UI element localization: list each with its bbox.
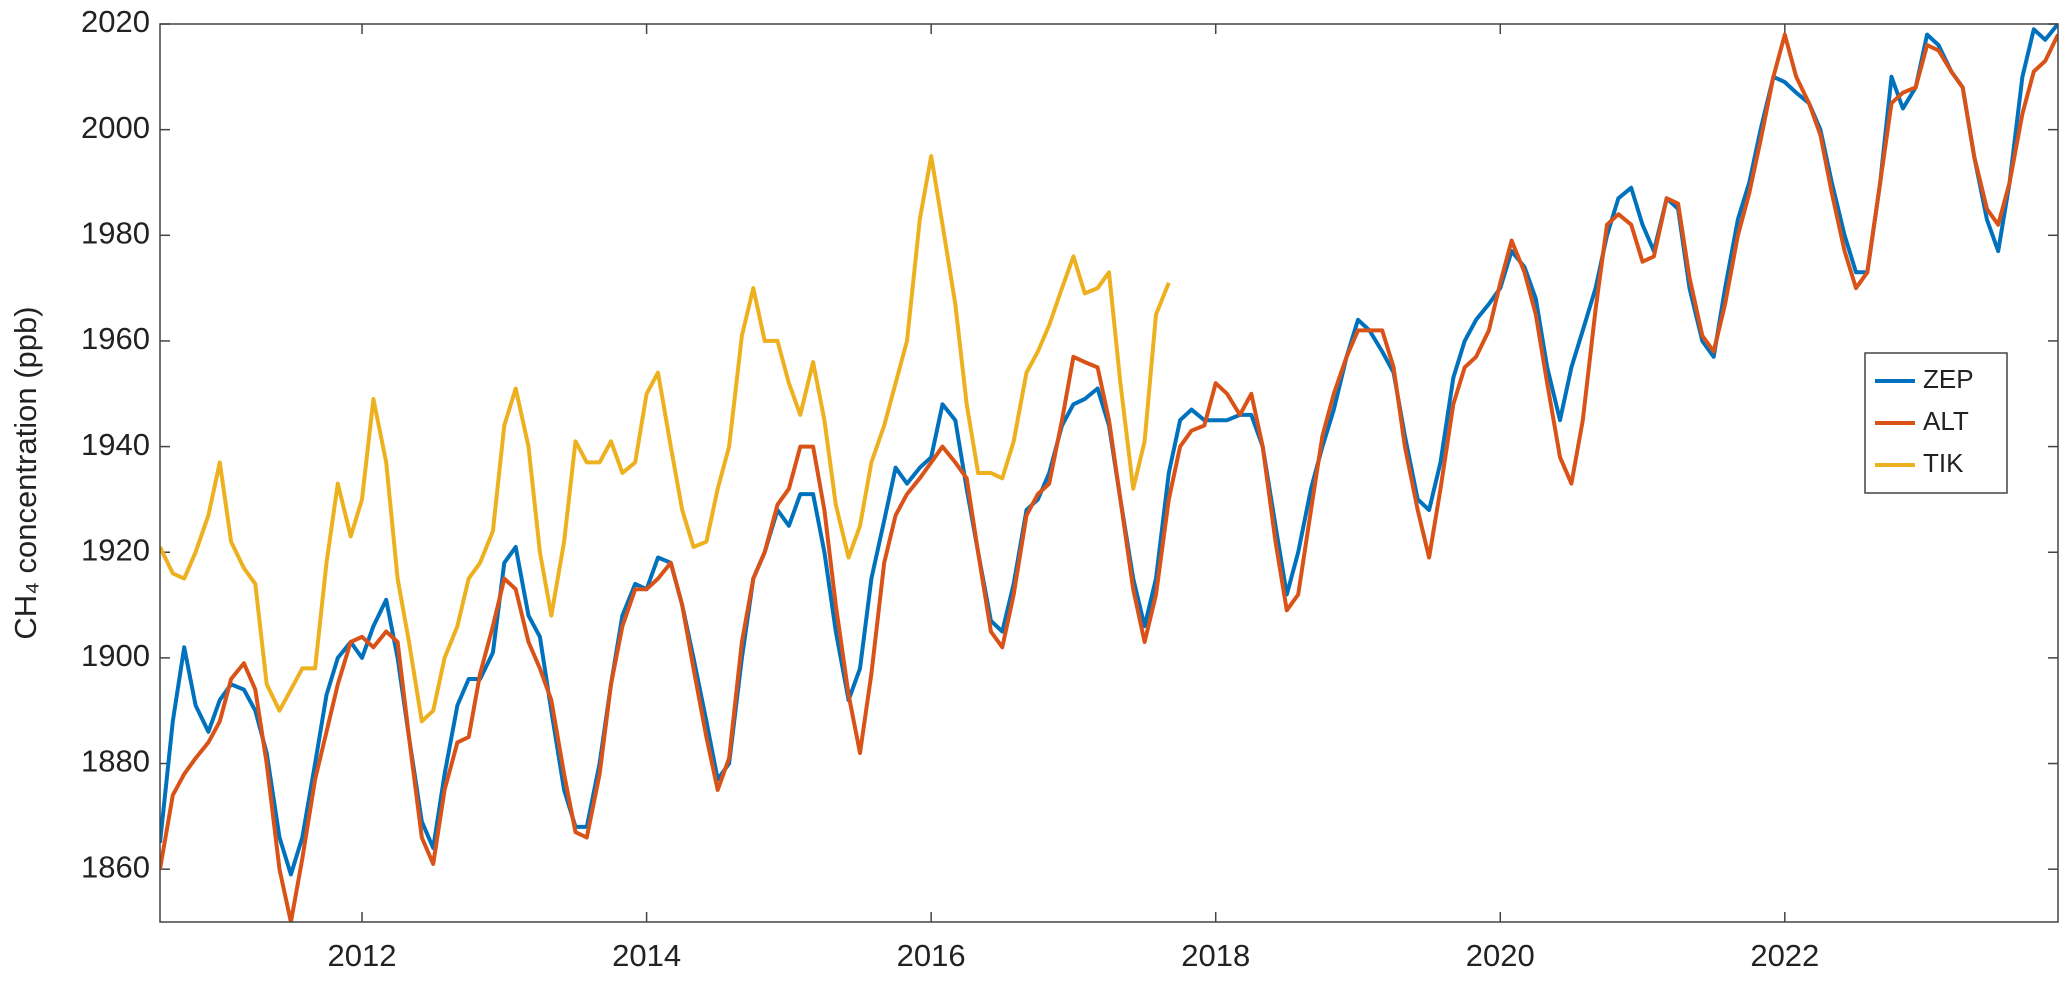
plot-frame: [159, 23, 2059, 923]
y-tick-label: 1920: [81, 532, 150, 567]
x-tick-label: 2018: [1181, 938, 1250, 973]
y-tick-label: 1960: [81, 321, 150, 356]
legend: ZEP ALT TIK: [1864, 352, 2008, 494]
y-tick-label: 1880: [81, 744, 150, 779]
legend-label: TIK: [1923, 448, 1964, 478]
line: [160, 32, 2058, 922]
line: [160, 154, 1171, 724]
y-tick-label: 1940: [81, 427, 150, 462]
y-tick-label: 1860: [81, 849, 150, 884]
y-tick-label: 2000: [81, 110, 150, 145]
y-tick-label: 1900: [81, 638, 150, 673]
x-tick-label: 2014: [612, 938, 681, 973]
y-axis-label: CH₄ concentration (ppb): [8, 306, 43, 639]
x-tick-label: 2022: [1750, 938, 1819, 973]
y-tick-label: 1980: [81, 215, 150, 250]
legend-label: ZEP: [1923, 364, 1974, 394]
line: [160, 24, 2058, 877]
x-tick-label: 2012: [328, 938, 397, 973]
x-tick-label: 2020: [1466, 938, 1535, 973]
y-tick-label: 2020: [81, 4, 150, 39]
legend-label: ALT: [1923, 406, 1969, 436]
x-tick-label: 2016: [897, 938, 966, 973]
